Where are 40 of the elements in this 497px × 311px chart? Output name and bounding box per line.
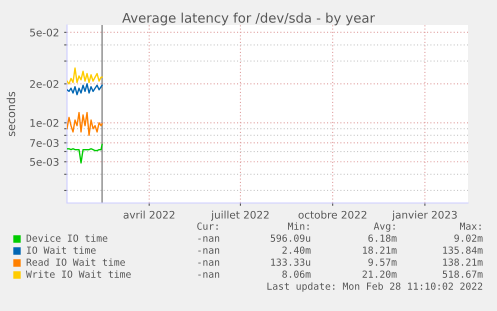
y-tick-label: 5e-03: [30, 158, 59, 166]
line-series: [67, 144, 103, 164]
chart-title: Average latency for /dev/sda - by year: [122, 12, 375, 26]
legend-label: Device IO time: [26, 234, 108, 242]
text: -nan: [198, 260, 220, 266]
text: 18.21m: [363, 246, 397, 254]
text: Avg:: [374, 222, 395, 232]
legend-label: Write IO Wait time: [26, 270, 131, 278]
y-axis-title: seconds: [6, 92, 16, 136]
text: -nan: [198, 236, 220, 242]
text: 21.20m: [362, 270, 397, 278]
text: Cur:: [197, 222, 218, 230]
text: 6.18m: [368, 234, 397, 242]
text: 518.67m: [442, 270, 483, 278]
text: 135.84m: [443, 246, 483, 254]
text: 9.57m: [368, 258, 397, 266]
x-tick-label: janvier 2023: [392, 210, 457, 221]
legend-label: Read IO Wait time: [26, 258, 125, 266]
text: Min:: [288, 222, 309, 230]
line-series: [67, 112, 103, 136]
text: 138.21m: [443, 258, 483, 266]
y-tick-label: 5e-02: [30, 28, 58, 36]
line-series: [67, 67, 103, 85]
x-tick-label: juillet 2022: [211, 210, 269, 221]
text: 596.09u: [270, 234, 310, 242]
y-tick-label: 7e-03: [30, 139, 59, 147]
y-tick-label: 1e-02: [30, 119, 58, 127]
text: 8.06m: [282, 270, 311, 278]
x-tick-label: octobre 2022: [298, 210, 366, 219]
text: -nan: [198, 248, 220, 254]
text: Max:: [460, 222, 481, 230]
y-tick-label: 2e-02: [30, 80, 58, 88]
legend-label: IO Wait time: [26, 246, 96, 254]
line-series: [67, 83, 103, 96]
text: Last update: Mon Feb 28 11:10:02 2022: [267, 282, 482, 292]
text: 133.33u: [271, 258, 310, 266]
x-tick-label: avril 2022: [124, 210, 174, 219]
text: -nan: [198, 272, 220, 278]
text: 9.02m: [454, 234, 483, 242]
text: 2.40m: [282, 246, 311, 254]
